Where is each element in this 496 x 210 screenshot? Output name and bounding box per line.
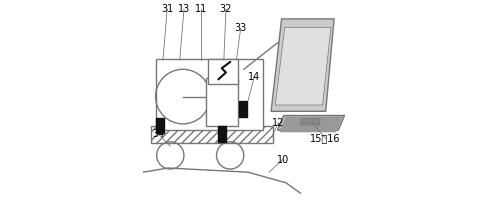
Bar xyxy=(239,101,247,117)
Polygon shape xyxy=(271,19,334,111)
Bar xyxy=(156,118,164,133)
Text: 11: 11 xyxy=(194,4,207,14)
Bar xyxy=(208,59,238,84)
Bar xyxy=(218,126,226,142)
Text: 14: 14 xyxy=(248,72,260,82)
Text: 32: 32 xyxy=(220,4,232,14)
Text: 33: 33 xyxy=(235,23,247,33)
Text: 34: 34 xyxy=(153,129,165,139)
Bar xyxy=(156,59,263,130)
Text: 31: 31 xyxy=(161,4,173,14)
Text: 10: 10 xyxy=(277,155,289,165)
Bar xyxy=(206,78,238,126)
Text: 12: 12 xyxy=(272,118,285,128)
Polygon shape xyxy=(301,119,320,125)
Polygon shape xyxy=(277,116,345,130)
Text: 13: 13 xyxy=(178,4,190,14)
Bar xyxy=(151,126,273,143)
Text: 15，16: 15，16 xyxy=(310,134,341,144)
Polygon shape xyxy=(280,117,343,132)
Polygon shape xyxy=(275,27,331,105)
